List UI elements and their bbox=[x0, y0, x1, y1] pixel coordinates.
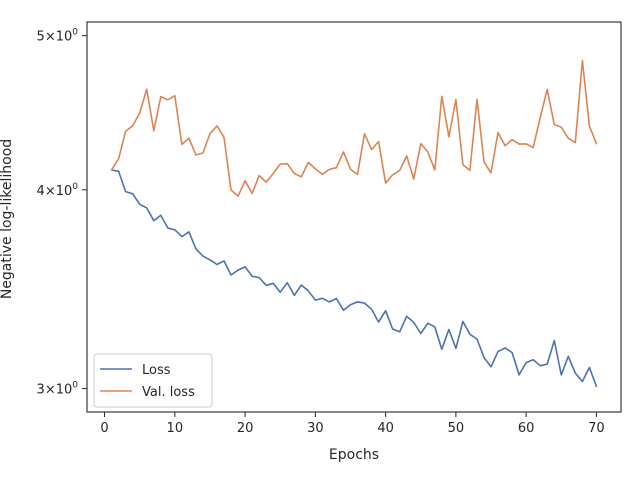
y-tick-label: 3×100 bbox=[37, 381, 79, 398]
x-tick-label: 30 bbox=[307, 421, 324, 436]
series-line-2 bbox=[110, 59, 598, 197]
x-tick-label: 0 bbox=[100, 421, 108, 436]
series-line-1 bbox=[110, 169, 598, 388]
x-tick-label: 60 bbox=[518, 421, 535, 436]
y-axis-label: Negative log-likelihood bbox=[0, 139, 15, 299]
plot-frame bbox=[86, 21, 622, 413]
x-tick-label: 10 bbox=[167, 421, 184, 436]
legend-label-1: Loss bbox=[142, 363, 171, 378]
y-tick-label: 4×100 bbox=[37, 182, 79, 199]
x-axis-label: Epochs bbox=[329, 447, 379, 463]
x-tick-label: 70 bbox=[588, 421, 605, 436]
legend-label-2: Val. loss bbox=[142, 385, 195, 400]
x-tick-label: 40 bbox=[377, 421, 394, 436]
y-tick-label: 5×100 bbox=[37, 28, 79, 45]
x-tick-label: 20 bbox=[237, 421, 254, 436]
legend-box bbox=[93, 353, 213, 408]
legend: Loss Val. loss bbox=[93, 353, 213, 408]
x-tick-label: 50 bbox=[448, 421, 465, 436]
